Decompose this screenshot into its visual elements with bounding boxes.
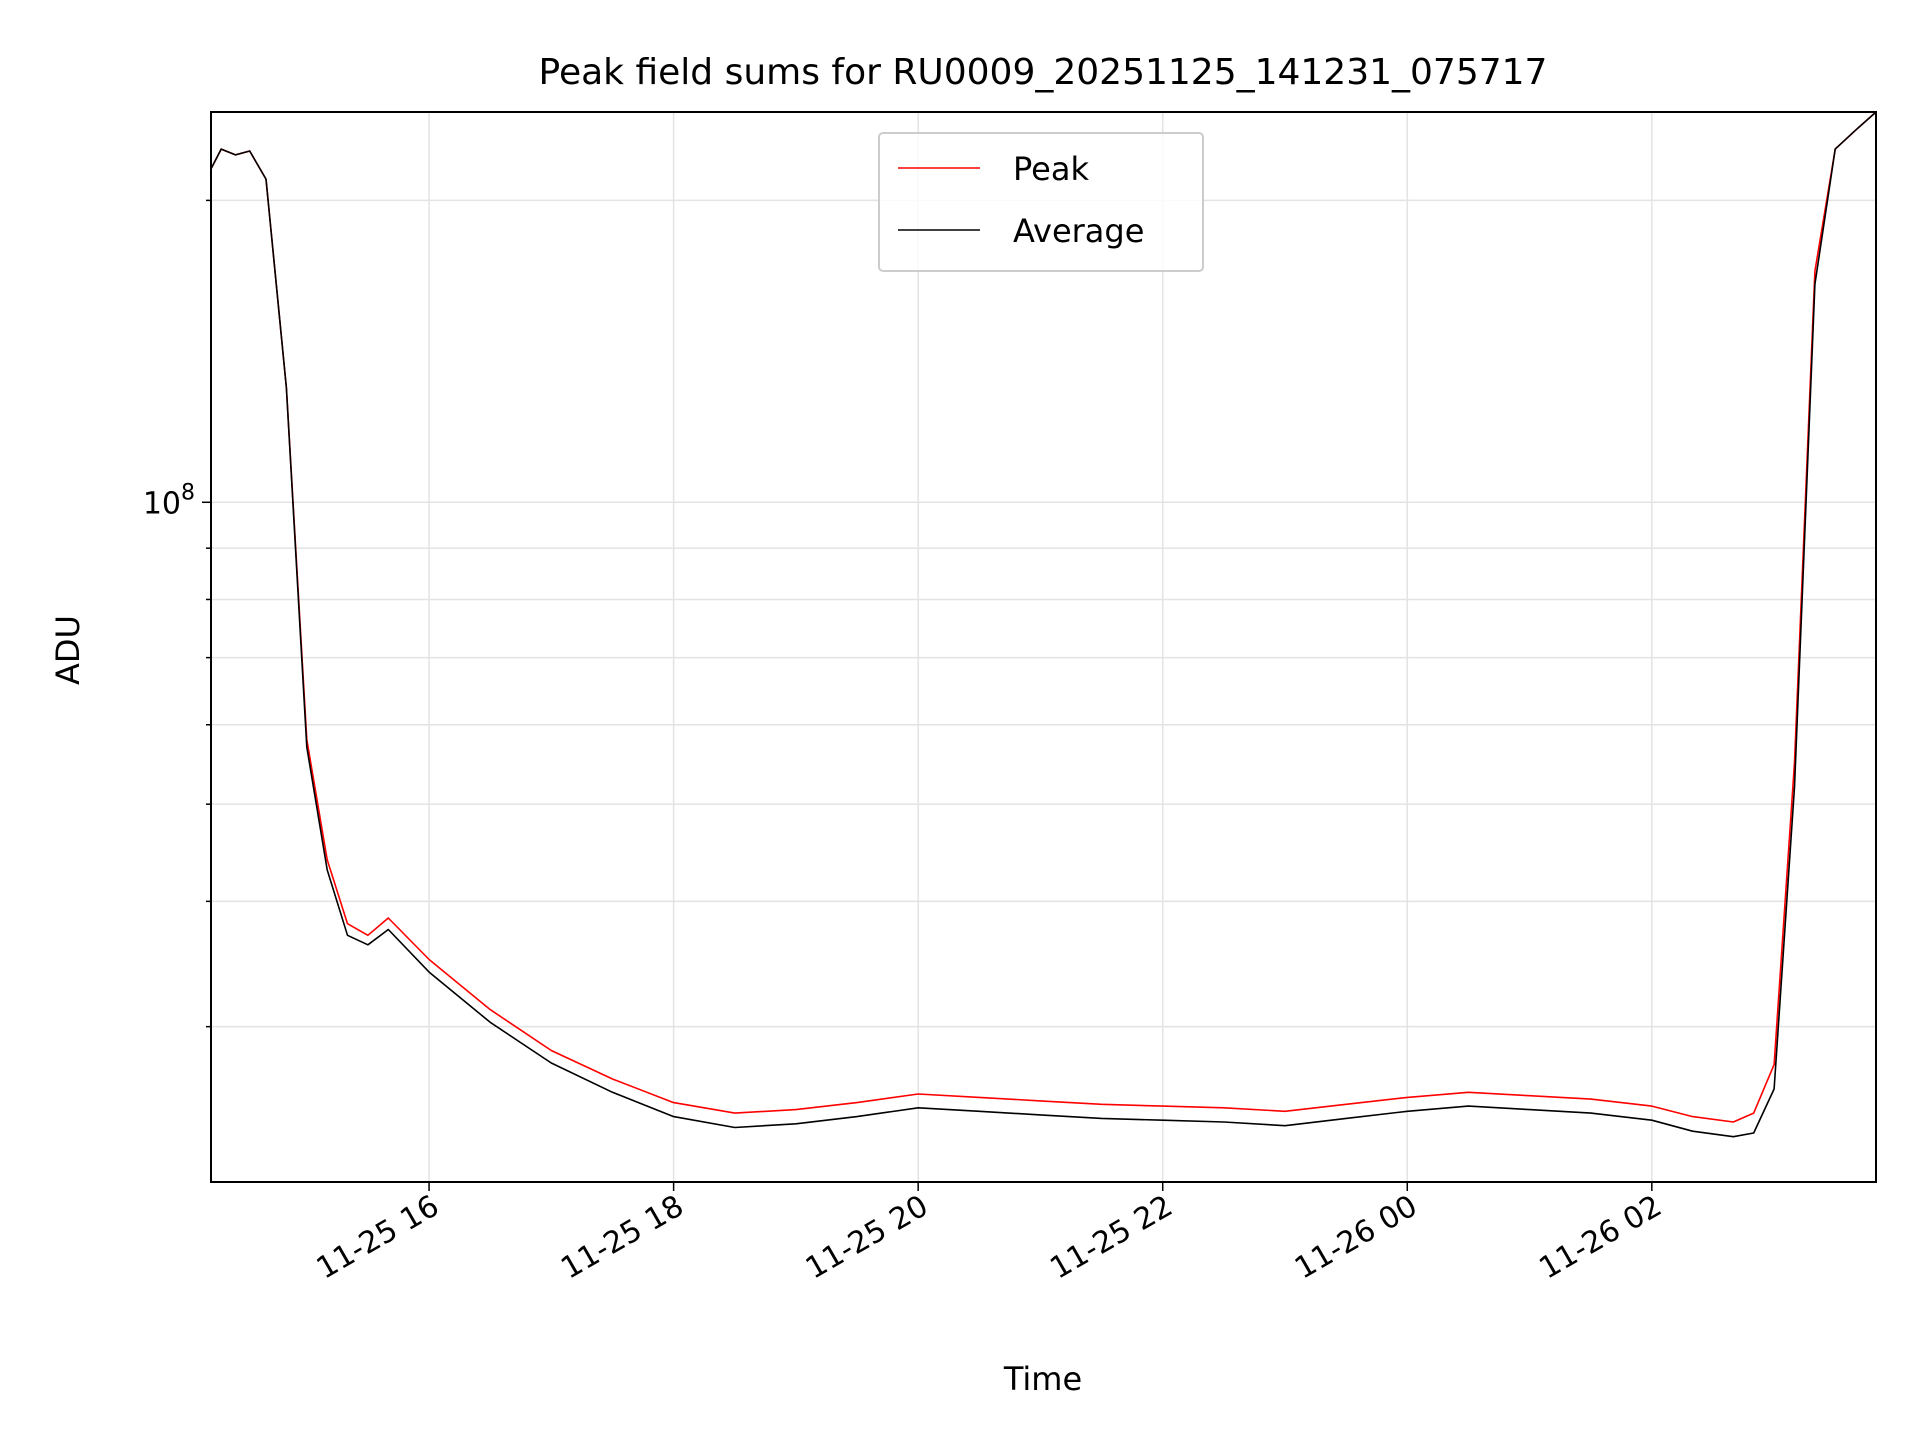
- y-tick-label: 108: [143, 480, 195, 521]
- legend-label-peak: Peak: [1013, 150, 1089, 188]
- plot-area: [210, 111, 1877, 1138]
- x-axis-label: Time: [1003, 1360, 1082, 1398]
- y-axis-label: ADU: [49, 615, 87, 685]
- axes-frame: [210, 111, 1877, 1183]
- chart-title: Peak field sums for RU0009_20251125_1412…: [539, 52, 1548, 93]
- series-line-peak: [210, 111, 1877, 1123]
- legend-label-average: Average: [1013, 212, 1144, 250]
- series-line-average: [210, 111, 1877, 1138]
- grid: [211, 112, 1876, 1182]
- y-axis: 108: [143, 199, 211, 1028]
- legend: Peak Average: [878, 132, 1204, 272]
